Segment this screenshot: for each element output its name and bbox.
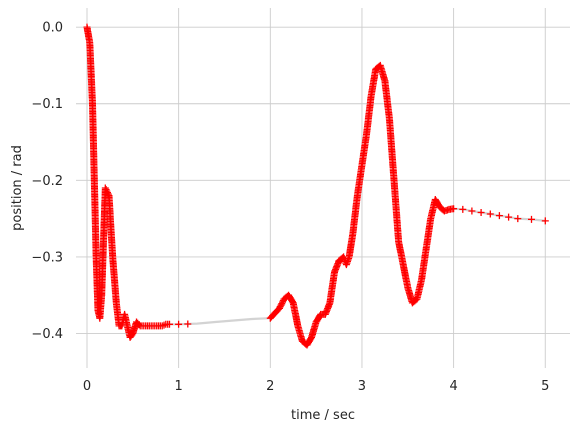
grid bbox=[76, 8, 570, 368]
y-tick-label: 0.0 bbox=[42, 21, 63, 36]
data-curve bbox=[85, 26, 546, 347]
x-tick-label: 3 bbox=[358, 379, 366, 394]
tick-labels: 0 1 2 3 4 5 0.0 −0.1 −0.2 −0.3 −0.4 bbox=[31, 21, 549, 394]
y-tick-label: −0.2 bbox=[31, 174, 63, 189]
data-point-markers bbox=[83, 23, 549, 349]
series-line bbox=[85, 26, 546, 347]
x-tick-label: 5 bbox=[541, 379, 549, 394]
x-tick-label: 4 bbox=[449, 379, 457, 394]
data-markers bbox=[83, 23, 549, 349]
x-tick-label: 2 bbox=[266, 379, 274, 394]
x-tick-label: 0 bbox=[83, 379, 91, 394]
x-axis-label: time / sec bbox=[291, 408, 355, 423]
x-tick-label: 1 bbox=[175, 379, 183, 394]
y-axis-label: position / rad bbox=[10, 145, 25, 231]
y-tick-label: −0.3 bbox=[31, 250, 63, 265]
y-tick-label: −0.4 bbox=[31, 327, 63, 342]
y-tick-label: −0.1 bbox=[31, 97, 63, 112]
